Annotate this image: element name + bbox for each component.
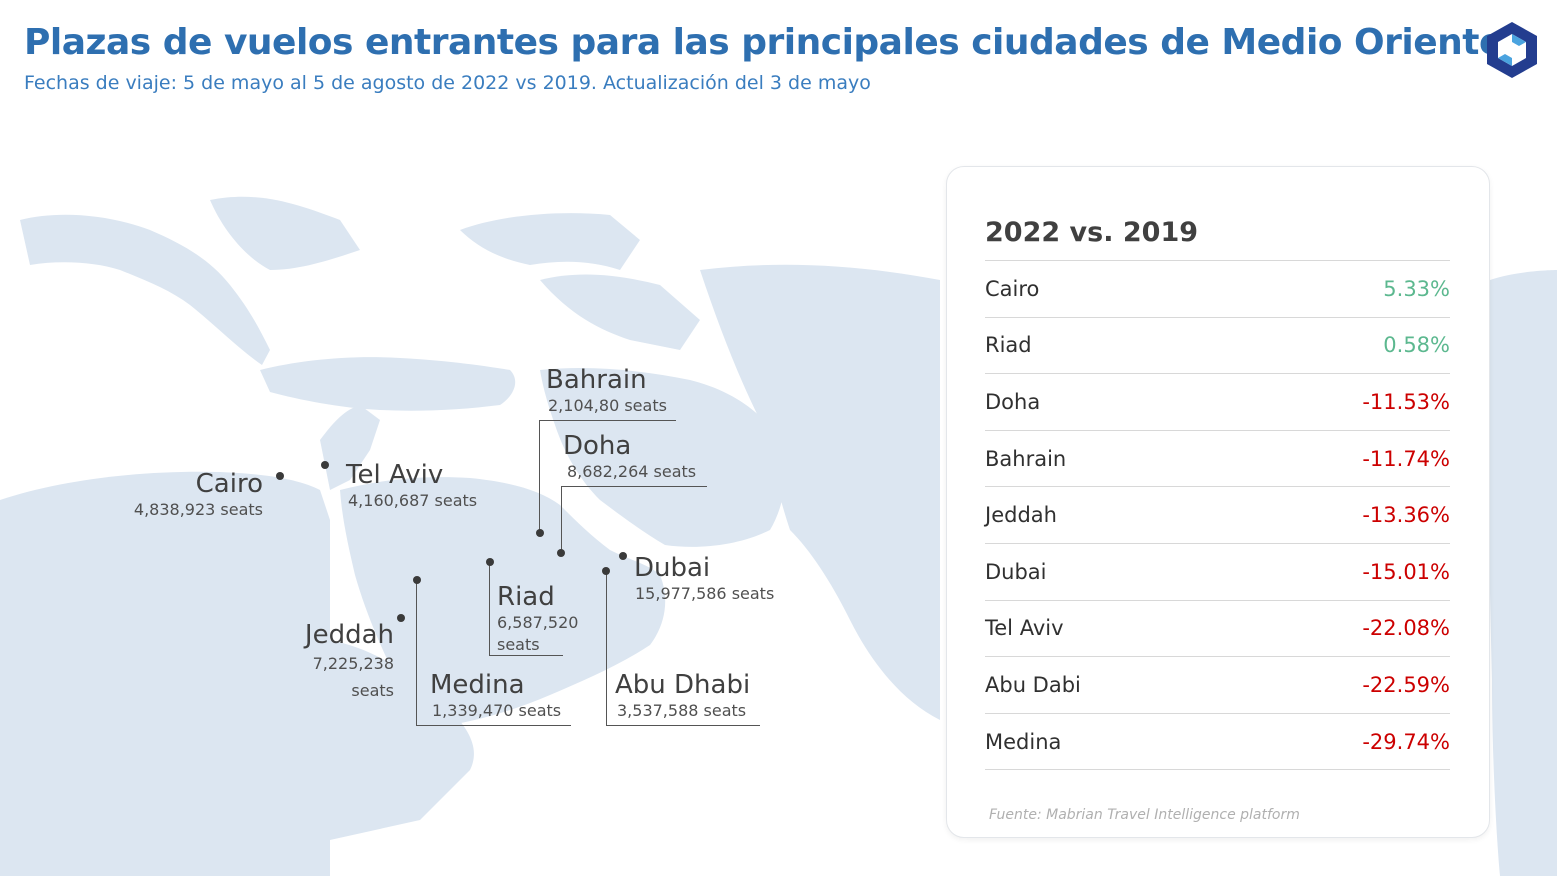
- page-title: Plazas de vuelos entrantes para las prin…: [24, 22, 1503, 63]
- row-value: -11.53%: [1362, 389, 1450, 414]
- table-row: Jeddah -13.36%: [985, 487, 1450, 544]
- comparison-table: Cairo 5.33% Riad 0.58% Doha -11.53% Bahr…: [985, 260, 1450, 771]
- medina-leader-line: [416, 580, 417, 725]
- row-value: 0.58%: [1383, 333, 1450, 358]
- bahrain-leader-line: [539, 420, 540, 533]
- city-name: Abu Dhabi: [615, 670, 751, 700]
- city-label-jeddah: Jeddah 7,225,238 seats: [283, 620, 394, 704]
- middle-east-map: [0, 196, 1557, 876]
- source-note: Fuente: Mabrian Travel Intelligence plat…: [989, 807, 1300, 823]
- medina-marker: [413, 576, 421, 584]
- row-city: Dubai: [985, 559, 1047, 584]
- panel-title: 2022 vs. 2019: [985, 217, 1199, 248]
- city-seats: 4,838,923 seats: [133, 500, 263, 519]
- page-subtitle: Fechas de viaje: 5 de mayo al 5 de agost…: [24, 72, 871, 94]
- medina-leader-line: [416, 725, 571, 726]
- doha-leader-line: [561, 486, 707, 487]
- city-seats: 8,682,264 seats: [567, 462, 697, 481]
- city-seats: 2,104,80 seats: [548, 396, 667, 415]
- city-label-dubai: Dubai 15,977,586 seats: [634, 553, 774, 605]
- city-label-cairo: Cairo 4,838,923 seats: [122, 469, 263, 521]
- row-city: Abu Dabi: [985, 672, 1081, 697]
- row-value: 5.33%: [1383, 276, 1450, 301]
- riad-leader-line: [489, 655, 563, 656]
- city-label-doha: Doha 8,682,264 seats: [563, 431, 696, 483]
- table-row: Riad 0.58%: [985, 318, 1450, 375]
- hexagon-logo-icon: [1487, 22, 1537, 78]
- row-value: -11.74%: [1362, 446, 1450, 471]
- bahrain-marker: [536, 529, 544, 537]
- city-label-bahrain: Bahrain 2,104,80 seats: [546, 365, 667, 417]
- city-seats: 4,160,687 seats: [348, 491, 478, 510]
- city-seats: 7,225,238 seats: [312, 654, 394, 700]
- row-value: -13.36%: [1362, 503, 1450, 528]
- table-row: Cairo 5.33%: [985, 261, 1450, 318]
- comparison-panel: 2022 vs. 2019 Cairo 5.33% Riad 0.58% Doh…: [946, 166, 1490, 838]
- city-label-abudhabi: Abu Dhabi 3,537,588 seats: [615, 670, 750, 722]
- city-label-telaviv: Tel Aviv 4,160,687 seats: [346, 460, 477, 512]
- city-label-riad: Riad 6,587,520 seats: [497, 582, 592, 656]
- abudhabi-marker: [602, 567, 610, 575]
- city-name: Bahrain: [546, 365, 647, 395]
- table-row: Bahrain -11.74%: [985, 431, 1450, 488]
- city-name: Riad: [497, 582, 555, 612]
- table-row: Dubai -15.01%: [985, 544, 1450, 601]
- telaviv-marker: [321, 461, 329, 469]
- city-seats: 3,537,588 seats: [617, 701, 747, 720]
- row-value: -15.01%: [1362, 559, 1450, 584]
- row-city: Cairo: [985, 276, 1040, 301]
- dubai-marker: [619, 552, 627, 560]
- jeddah-marker: [397, 614, 405, 622]
- row-value: -29.74%: [1362, 729, 1450, 754]
- city-name: Medina: [430, 670, 525, 700]
- table-row: Medina -29.74%: [985, 714, 1450, 771]
- doha-marker: [557, 549, 565, 557]
- row-city: Jeddah: [985, 503, 1057, 528]
- row-city: Medina: [985, 729, 1062, 754]
- city-name: Tel Aviv: [346, 460, 444, 490]
- city-seats: 6,587,520 seats: [497, 613, 579, 654]
- city-name: Cairo: [195, 469, 263, 499]
- city-seats: 1,339,470 seats: [432, 701, 562, 720]
- riad-marker: [486, 558, 494, 566]
- row-city: Riad: [985, 333, 1032, 358]
- riad-leader-line: [489, 562, 490, 655]
- bahrain-leader-line: [539, 420, 676, 421]
- table-row: Doha -11.53%: [985, 374, 1450, 431]
- table-row: Tel Aviv -22.08%: [985, 601, 1450, 658]
- city-name: Jeddah: [304, 620, 394, 650]
- row-city: Tel Aviv: [985, 616, 1064, 641]
- abudhabi-leader-line: [606, 725, 760, 726]
- city-name: Doha: [563, 431, 632, 461]
- row-value: -22.08%: [1362, 616, 1450, 641]
- cairo-marker: [276, 472, 284, 480]
- abudhabi-leader-line: [606, 572, 607, 725]
- doha-leader-line: [561, 486, 562, 553]
- row-city: Doha: [985, 389, 1041, 414]
- row-value: -22.59%: [1362, 672, 1450, 697]
- city-label-medina: Medina 1,339,470 seats: [430, 670, 561, 722]
- city-name: Dubai: [634, 553, 711, 583]
- row-city: Bahrain: [985, 446, 1067, 471]
- table-row: Abu Dabi -22.59%: [985, 657, 1450, 714]
- city-seats: 15,977,586 seats: [635, 584, 775, 603]
